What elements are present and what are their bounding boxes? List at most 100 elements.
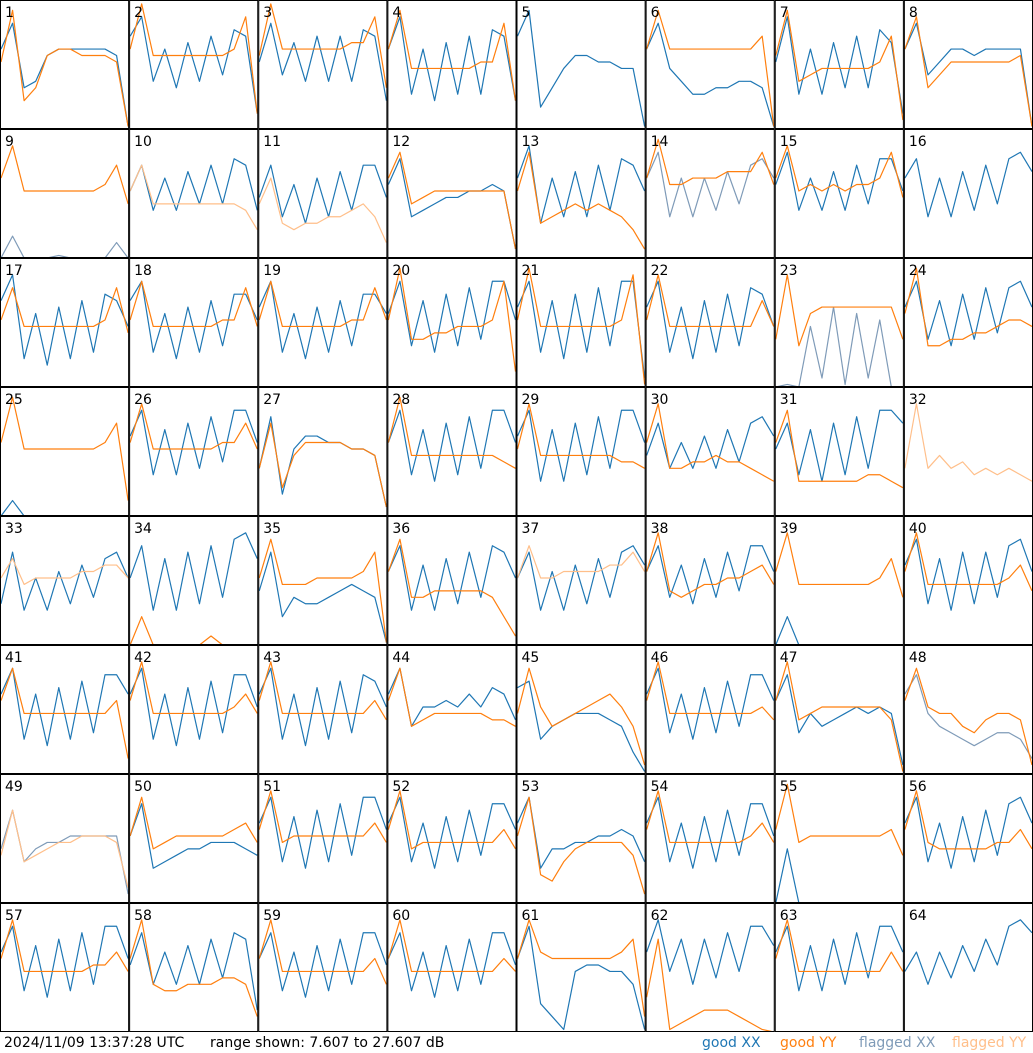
panel-label: 37 — [522, 521, 540, 537]
panel — [258, 919, 387, 998]
xx-line — [0, 925, 129, 998]
xx-line — [258, 551, 387, 643]
panel-label: 61 — [522, 908, 540, 924]
xx-line — [129, 409, 258, 476]
panel — [0, 667, 129, 759]
panel — [258, 538, 387, 643]
panel-frame — [774, 903, 904, 1032]
xx-line — [775, 16, 904, 114]
yy-line — [646, 274, 775, 328]
panel — [775, 783, 904, 903]
panel-label: 64 — [909, 908, 927, 924]
panel-label: 2 — [134, 5, 143, 21]
yy-line — [129, 796, 258, 850]
panel-label: 51 — [263, 779, 281, 795]
yy-line — [258, 661, 387, 721]
panel-label: 7 — [780, 5, 789, 21]
xx-line — [129, 532, 258, 611]
yy-line — [387, 9, 517, 101]
panel — [646, 9, 775, 127]
panel-label: 43 — [263, 650, 281, 666]
xx-line — [646, 667, 775, 740]
yy-line — [775, 9, 904, 121]
panel-label: 42 — [134, 650, 152, 666]
panel-frame — [0, 258, 130, 387]
panel-label: 41 — [5, 650, 23, 666]
panel-label: 3 — [263, 5, 272, 21]
yy-line — [904, 403, 1033, 482]
legend-entry: flagged XX — [859, 1035, 936, 1051]
panel-frame — [387, 0, 517, 129]
panel — [516, 667, 646, 772]
xx-line — [646, 280, 775, 360]
panel-label: 35 — [263, 521, 281, 537]
yy-line — [0, 287, 129, 334]
xx-line — [516, 796, 646, 869]
panel-frame — [258, 903, 388, 1032]
yy-line — [775, 145, 904, 198]
panel-label: 14 — [651, 134, 669, 150]
panel — [387, 538, 517, 637]
yy-line — [258, 790, 387, 844]
xx-line — [775, 925, 904, 992]
panel — [258, 790, 387, 869]
yy-line — [387, 790, 517, 850]
panel-frame — [774, 645, 904, 774]
panel-label: 62 — [651, 908, 669, 924]
panel — [516, 9, 646, 129]
panel — [387, 790, 517, 869]
yy-line — [904, 267, 1033, 347]
panel-label: 15 — [780, 134, 798, 150]
yy-line — [646, 138, 775, 186]
panel — [129, 919, 258, 1017]
yy-line — [0, 9, 129, 127]
panel-label: 46 — [651, 650, 669, 666]
panel-frame — [387, 258, 517, 387]
xx-line — [129, 667, 258, 747]
panel-label: 28 — [392, 392, 410, 408]
panel-frame — [0, 774, 130, 903]
yy-line — [129, 164, 258, 230]
yy-line — [0, 558, 129, 586]
panel — [129, 661, 258, 747]
panel — [516, 796, 646, 895]
yy-line — [258, 538, 387, 643]
xx-line — [129, 158, 258, 211]
panel-frame — [645, 903, 775, 1032]
panel-frame — [516, 0, 646, 129]
panel — [775, 532, 904, 645]
xx-line — [0, 667, 129, 747]
panel-label: 48 — [909, 650, 927, 666]
panel-frame — [129, 774, 259, 903]
yy-line — [258, 177, 387, 243]
panel-label: 13 — [522, 134, 540, 150]
panel-frame — [645, 0, 775, 129]
yy-line — [258, 280, 387, 328]
xx-line — [646, 22, 775, 127]
panel — [646, 790, 775, 869]
panel-frame — [129, 0, 259, 129]
panel — [0, 274, 129, 366]
panel-frame — [516, 645, 646, 774]
panel — [129, 3, 258, 114]
panel — [646, 274, 775, 360]
panel-frame — [774, 0, 904, 129]
panel-label: 49 — [5, 779, 23, 795]
panel — [646, 403, 775, 482]
xx-line — [387, 932, 517, 998]
xx-line — [775, 151, 904, 211]
panel-frame — [129, 387, 259, 516]
panel-label: 54 — [651, 779, 669, 795]
panel-frame — [258, 258, 388, 387]
yy-line — [516, 545, 646, 579]
xx-line — [258, 932, 387, 998]
yy-line — [258, 422, 387, 508]
panel — [0, 396, 129, 516]
yy-line — [904, 667, 1033, 766]
panel-label: 26 — [134, 392, 152, 408]
panel — [129, 532, 258, 645]
yy-line — [387, 538, 517, 637]
xx-line — [516, 545, 646, 611]
panel-label: 21 — [522, 263, 540, 279]
panel-frame — [129, 516, 259, 645]
